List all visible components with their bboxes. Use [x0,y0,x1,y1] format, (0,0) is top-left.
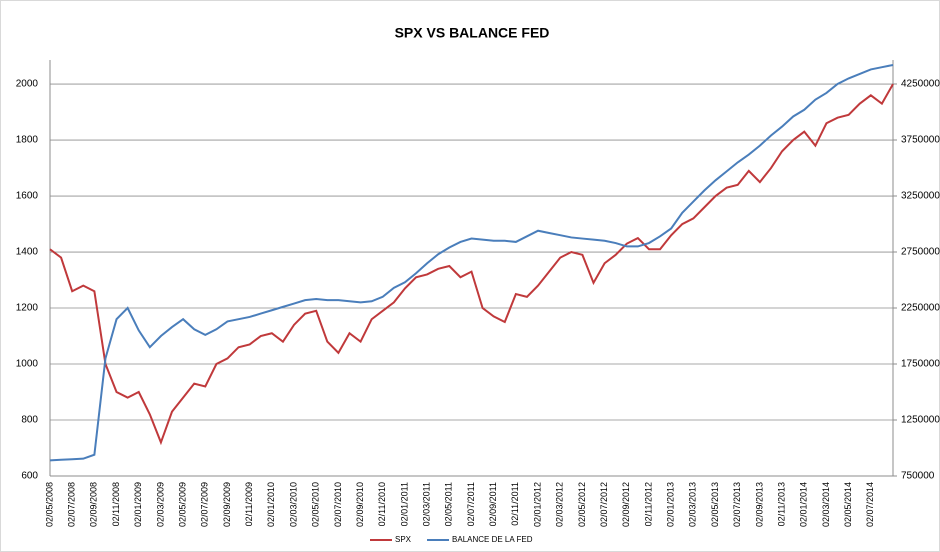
legend-label: SPX [395,535,412,544]
x-tick-label: 02/05/2013 [710,482,720,527]
y2-tick-label: 2750000 [901,247,940,258]
legend-label: BALANCE DE LA FED [452,535,533,544]
x-tick-label: 02/05/2010 [311,482,321,527]
chart-title: SPX VS BALANCE FED [395,25,550,41]
x-tick-label: 02/03/2011 [422,482,432,526]
x-tick-label: 02/03/2012 [555,482,565,527]
x-tick-label: 02/01/2013 [666,482,676,527]
x-tick-label: 02/11/2012 [643,482,653,526]
y-tick-label: 1000 [16,359,39,370]
x-tick-label: 02/07/2009 [200,482,210,527]
x-tick-label: 02/03/2014 [821,482,831,527]
x-tick-label: 02/01/2012 [532,482,542,527]
x-tick-label: 02/05/2009 [177,482,187,527]
x-tick-label: 02/09/2009 [222,482,232,527]
x-tick-label: 02/07/2008 [67,482,77,527]
series-line [49,63,894,462]
x-tick-label: 02/09/2011 [488,482,498,526]
y2-tick-label: 1750000 [901,359,940,370]
x-tick-label: 02/05/2012 [577,482,587,527]
x-tick-label: 02/09/2013 [754,482,764,527]
x-tick-label: 02/01/2010 [266,482,276,527]
x-tick-label: 02/01/2011 [399,482,409,526]
series-line [49,83,894,446]
x-tick-label: 02/11/2010 [377,482,387,526]
y-tick-label: 1800 [16,135,39,146]
x-tick-label: 02/03/2009 [155,482,165,527]
y-tick-label: 1200 [16,303,39,314]
x-tick-label: 02/07/2014 [865,482,875,527]
x-tick-label: 02/07/2011 [466,482,476,526]
y2-tick-label: 3750000 [901,135,940,146]
y2-tick-label: 3250000 [901,191,940,202]
x-tick-label: 02/09/2010 [355,482,365,527]
x-tick-label: 02/05/2008 [44,482,54,527]
x-tick-label: 02/09/2012 [621,482,631,527]
x-tick-label: 02/05/2011 [444,482,454,526]
x-tick-label: 02/07/2012 [599,482,609,527]
y-tick-label: 600 [21,471,38,482]
y2-tick-label: 750000 [901,471,935,482]
y-tick-label: 2000 [16,79,39,90]
y-tick-label: 800 [21,415,38,426]
x-tick-label: 02/11/2011 [510,482,520,526]
x-tick-label: 02/01/2014 [799,482,809,527]
y2-tick-label: 4250000 [901,79,940,90]
x-tick-label: 02/03/2010 [288,482,298,527]
y-tick-label: 1400 [16,247,39,258]
y-tick-label: 1600 [16,191,39,202]
x-tick-label: 02/09/2008 [89,482,99,527]
y2-tick-label: 1250000 [901,415,940,426]
x-tick-label: 02/05/2014 [843,482,853,527]
x-tick-label: 02/11/2009 [244,482,254,526]
x-tick-label: 02/07/2013 [732,482,742,527]
x-tick-label: 02/01/2009 [133,482,143,527]
x-tick-label: 02/11/2013 [776,482,786,526]
x-tick-label: 02/03/2013 [688,482,698,527]
x-tick-label: 02/07/2010 [333,482,343,527]
y2-tick-label: 2250000 [901,303,940,314]
x-tick-label: 02/11/2008 [111,482,121,526]
